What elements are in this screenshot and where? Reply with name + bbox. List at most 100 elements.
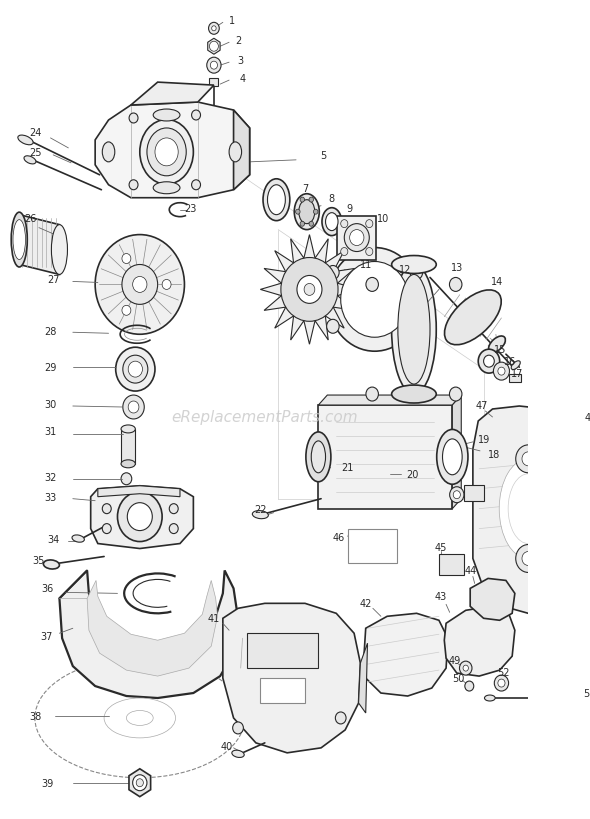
Circle shape bbox=[328, 248, 421, 352]
Circle shape bbox=[460, 661, 472, 676]
Text: 20: 20 bbox=[406, 469, 418, 479]
Circle shape bbox=[340, 220, 348, 229]
Circle shape bbox=[522, 452, 535, 466]
Circle shape bbox=[366, 248, 373, 256]
Polygon shape bbox=[473, 406, 584, 613]
Text: 21: 21 bbox=[342, 462, 354, 473]
Ellipse shape bbox=[267, 186, 286, 215]
Ellipse shape bbox=[11, 213, 27, 268]
Text: 15: 15 bbox=[493, 345, 506, 355]
Circle shape bbox=[208, 23, 219, 35]
Text: 43: 43 bbox=[435, 591, 447, 602]
Text: 49: 49 bbox=[449, 655, 461, 665]
Text: 8: 8 bbox=[329, 193, 335, 203]
Circle shape bbox=[169, 504, 178, 514]
Circle shape bbox=[410, 320, 422, 334]
Polygon shape bbox=[364, 613, 448, 696]
Circle shape bbox=[463, 665, 468, 672]
Circle shape bbox=[136, 779, 143, 787]
Text: 47: 47 bbox=[476, 400, 488, 410]
Polygon shape bbox=[98, 486, 180, 497]
Circle shape bbox=[335, 712, 346, 724]
Text: 42: 42 bbox=[359, 599, 372, 609]
Circle shape bbox=[123, 355, 148, 383]
Bar bbox=[319, 405, 453, 509]
Ellipse shape bbox=[484, 695, 495, 701]
Text: 52: 52 bbox=[497, 667, 510, 677]
Ellipse shape bbox=[444, 291, 501, 346]
Ellipse shape bbox=[121, 425, 135, 433]
Bar bbox=[348, 529, 397, 563]
Circle shape bbox=[327, 320, 339, 334]
Circle shape bbox=[453, 491, 460, 499]
Bar bbox=[209, 79, 218, 87]
Circle shape bbox=[122, 306, 131, 316]
Polygon shape bbox=[260, 235, 359, 345]
Ellipse shape bbox=[574, 475, 590, 540]
Ellipse shape bbox=[263, 179, 290, 221]
Circle shape bbox=[192, 180, 201, 191]
Ellipse shape bbox=[312, 441, 326, 473]
Circle shape bbox=[484, 355, 494, 368]
Polygon shape bbox=[95, 103, 250, 198]
Circle shape bbox=[127, 503, 152, 531]
Circle shape bbox=[516, 545, 541, 572]
Circle shape bbox=[102, 524, 112, 534]
Ellipse shape bbox=[306, 432, 331, 482]
Ellipse shape bbox=[18, 136, 33, 146]
Circle shape bbox=[209, 43, 218, 52]
Circle shape bbox=[494, 676, 509, 691]
Circle shape bbox=[450, 278, 462, 292]
Text: 41: 41 bbox=[208, 613, 220, 623]
Text: 18: 18 bbox=[488, 450, 500, 459]
Circle shape bbox=[340, 248, 348, 256]
Ellipse shape bbox=[322, 208, 342, 237]
Polygon shape bbox=[223, 604, 360, 753]
Circle shape bbox=[95, 235, 185, 335]
Circle shape bbox=[478, 350, 500, 373]
Text: 26: 26 bbox=[24, 214, 36, 224]
Polygon shape bbox=[444, 607, 515, 676]
Text: 51: 51 bbox=[583, 688, 590, 698]
Text: 3: 3 bbox=[238, 57, 244, 66]
Polygon shape bbox=[453, 396, 461, 509]
Circle shape bbox=[366, 220, 373, 229]
Text: 13: 13 bbox=[451, 263, 463, 274]
Ellipse shape bbox=[24, 156, 36, 165]
Bar bbox=[121, 429, 135, 464]
Text: 9: 9 bbox=[346, 203, 353, 214]
Text: 30: 30 bbox=[44, 400, 57, 410]
Circle shape bbox=[465, 681, 474, 691]
Ellipse shape bbox=[153, 110, 180, 122]
Ellipse shape bbox=[140, 120, 194, 185]
Ellipse shape bbox=[392, 386, 436, 404]
Ellipse shape bbox=[232, 750, 244, 758]
Polygon shape bbox=[470, 579, 515, 621]
Text: 12: 12 bbox=[399, 265, 411, 275]
Polygon shape bbox=[359, 644, 368, 713]
Ellipse shape bbox=[437, 430, 468, 485]
Text: 11: 11 bbox=[359, 260, 372, 270]
Circle shape bbox=[122, 254, 131, 265]
Circle shape bbox=[162, 280, 171, 290]
Circle shape bbox=[281, 258, 338, 322]
Circle shape bbox=[366, 278, 378, 292]
Ellipse shape bbox=[489, 337, 506, 353]
Text: 39: 39 bbox=[42, 778, 54, 788]
Text: 19: 19 bbox=[477, 434, 490, 445]
Circle shape bbox=[116, 348, 155, 391]
Ellipse shape bbox=[345, 224, 369, 252]
Circle shape bbox=[498, 679, 505, 687]
Circle shape bbox=[121, 473, 132, 485]
Text: 35: 35 bbox=[32, 556, 45, 566]
Circle shape bbox=[122, 265, 158, 305]
Circle shape bbox=[212, 27, 216, 32]
Circle shape bbox=[297, 276, 322, 304]
Ellipse shape bbox=[326, 214, 338, 231]
Ellipse shape bbox=[102, 143, 115, 163]
Text: 5: 5 bbox=[320, 151, 326, 161]
Text: 40: 40 bbox=[220, 741, 232, 751]
Polygon shape bbox=[319, 396, 461, 405]
Text: 37: 37 bbox=[40, 631, 53, 641]
Polygon shape bbox=[129, 769, 150, 797]
